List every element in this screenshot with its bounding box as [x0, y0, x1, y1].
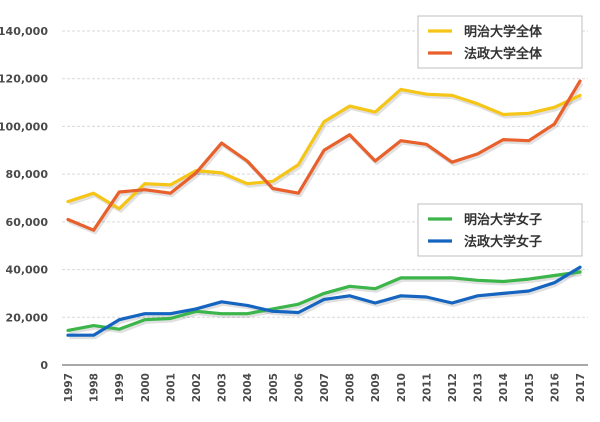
- x-tick-label: 2006: [293, 373, 305, 402]
- legend-label: 法政大学全体: [464, 46, 543, 62]
- y-tick-label: 80,000: [6, 168, 49, 181]
- x-tick-label: 2012: [447, 373, 459, 402]
- y-axis-tick-labels: 0 20,000 40,000 60,000 80,000 100,000 120,000 1…: [0, 25, 48, 372]
- series-line-shadow: [69, 267, 583, 340]
- series-line-shadow: [68, 82, 584, 235]
- x-tick-label: 2016: [549, 373, 561, 402]
- x-tick-label: 2007: [319, 373, 331, 402]
- x-tick-label: 1997: [63, 373, 75, 402]
- x-tick-label: 1999: [114, 373, 126, 402]
- x-tick-label: 2005: [268, 373, 280, 402]
- y-tick-label: 120,000: [0, 73, 48, 86]
- series-line: [66, 265, 582, 337]
- y-tick-label: 20,000: [6, 311, 49, 324]
- y-tick-label: 40,000: [6, 264, 49, 277]
- x-tick-label: 2017: [575, 373, 587, 402]
- x-tick-label: 2011: [421, 373, 433, 402]
- y-tick-label: 0: [40, 359, 48, 372]
- x-tick-label: 2013: [473, 373, 485, 402]
- legend-label: 法政大学女子: [464, 234, 542, 250]
- x-tick-label: 2008: [345, 373, 357, 402]
- x-tick-label: 2009: [370, 373, 382, 402]
- x-tick-label: 1998: [89, 373, 101, 402]
- x-tick-label: 2015: [524, 373, 536, 402]
- series-line: [66, 79, 582, 232]
- x-tick-label: 2010: [396, 373, 408, 402]
- x-tick-label: 2004: [242, 373, 254, 402]
- legend-label: 明治大学全体: [464, 24, 543, 40]
- y-tick-label: 140,000: [0, 25, 48, 38]
- legend-label: 明治大学女子: [464, 212, 542, 228]
- x-tick-label: 2002: [191, 373, 203, 402]
- gridlines: [62, 30, 588, 318]
- x-tick-label: 2000: [140, 373, 152, 402]
- legend-box: [417, 203, 583, 257]
- y-tick-label: 60,000: [6, 216, 49, 229]
- y-tick-label: 100,000: [0, 120, 48, 133]
- legend-box: [417, 15, 583, 69]
- x-tick-label: 2001: [165, 373, 177, 402]
- x-tick-label: 2014: [498, 373, 510, 402]
- series-line-shadow: [69, 272, 582, 335]
- x-tick-label: 2003: [217, 373, 229, 402]
- series-line: [66, 270, 582, 332]
- series-lines: [66, 79, 584, 340]
- series-line: [66, 87, 582, 211]
- x-axis-tick-labels: 1997 1998 1999 2000 2001 2002 2003 2004 2005 2006…: [63, 373, 587, 402]
